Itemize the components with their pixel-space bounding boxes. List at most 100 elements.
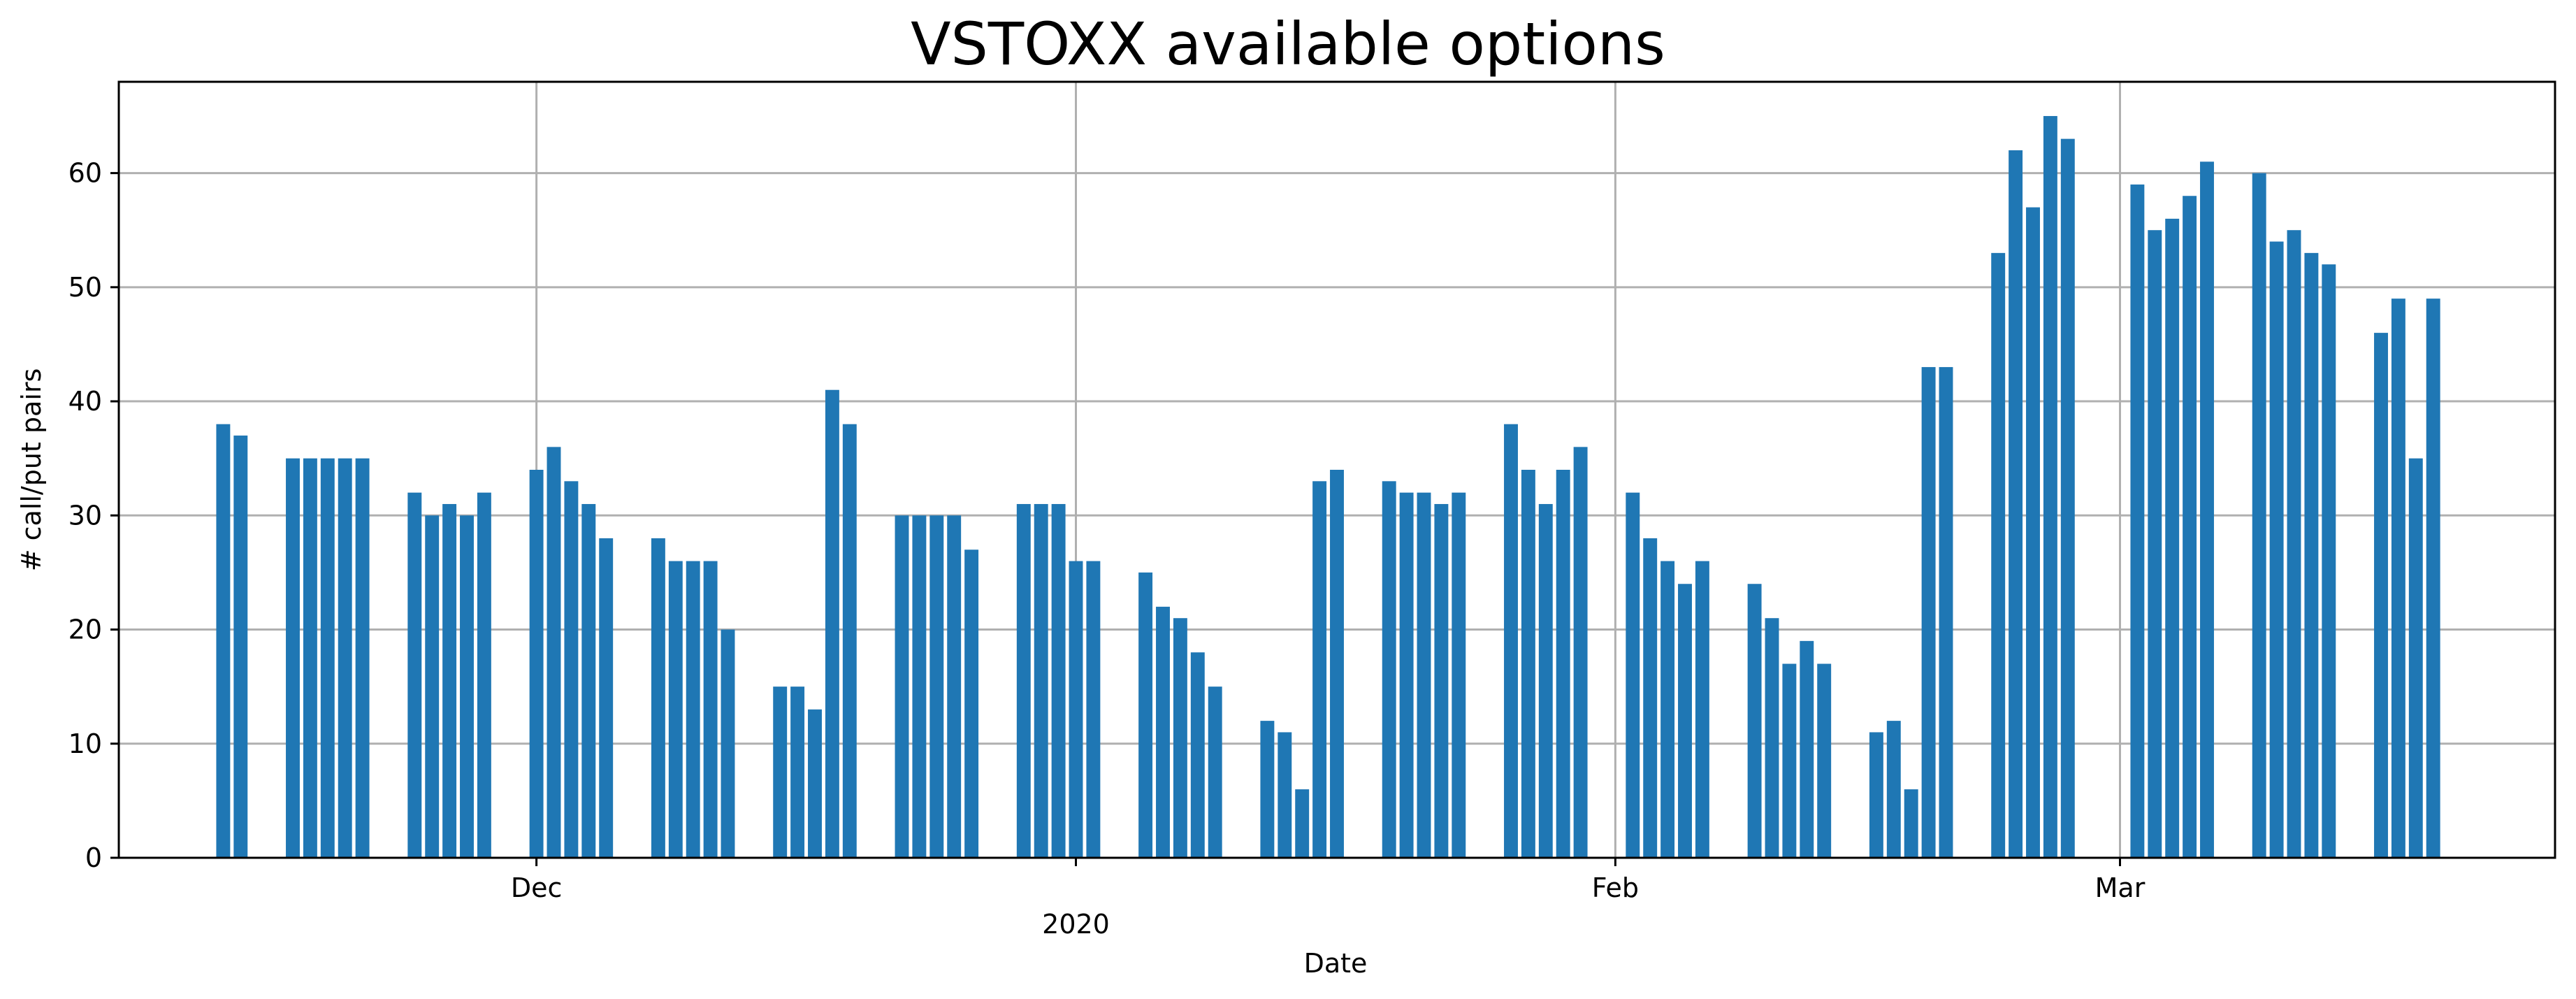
- x-axis-label: Date: [1304, 948, 1368, 979]
- plot-frame: [117, 80, 2556, 859]
- bar: [1869, 732, 1883, 858]
- bar: [1939, 367, 1953, 858]
- bar: [477, 492, 491, 858]
- x-tick-label: Mar: [2095, 872, 2146, 903]
- y-tick-label: 50: [68, 272, 102, 303]
- bar: [1538, 503, 1553, 858]
- bar: [599, 538, 614, 858]
- bar: [407, 492, 422, 858]
- bar: [1173, 618, 1187, 858]
- bar: [1626, 492, 1640, 858]
- bar: [1521, 470, 1535, 858]
- y-tick-label: 40: [68, 386, 102, 417]
- bar: [1643, 538, 1658, 858]
- bar: [2026, 207, 2040, 858]
- bar: [2304, 252, 2319, 858]
- bar: [2200, 161, 2214, 858]
- bar: [651, 538, 665, 858]
- bar: [1573, 447, 1588, 858]
- y-tick-label: 60: [68, 158, 102, 189]
- bar: [1138, 572, 1153, 858]
- bar: [355, 458, 370, 858]
- bar: [547, 447, 561, 858]
- bar: [1817, 663, 1832, 858]
- bar: [2183, 196, 2197, 858]
- bar: [1678, 584, 1692, 858]
- bar: [842, 424, 857, 858]
- bar: [1190, 652, 1205, 858]
- bar: [581, 503, 596, 858]
- bar: [773, 687, 788, 858]
- bar: [425, 515, 440, 858]
- bars: [216, 115, 2440, 858]
- bar: [2391, 299, 2405, 858]
- bar: [2408, 458, 2423, 858]
- bar: [1886, 721, 1901, 858]
- bar: [2009, 150, 2023, 858]
- bar: [2426, 299, 2440, 858]
- bar: [216, 424, 231, 858]
- bar: [1260, 721, 1275, 858]
- y-tick-label: 30: [68, 500, 102, 531]
- bar: [1330, 470, 1344, 858]
- bar: [964, 549, 979, 858]
- bar: [2322, 264, 2336, 858]
- bar: [686, 561, 700, 858]
- bar: [912, 515, 927, 858]
- bar: [1765, 618, 1779, 858]
- y-tick-label: 0: [85, 842, 102, 873]
- bar: [703, 561, 718, 858]
- bar: [2043, 115, 2057, 858]
- bar: [2374, 333, 2388, 858]
- bar: [2060, 138, 2075, 858]
- bar: [233, 436, 248, 858]
- chart-title: VSTOXX available options: [911, 10, 1665, 78]
- bar: [1086, 561, 1101, 858]
- bar: [721, 629, 735, 858]
- bar: [2148, 230, 2162, 858]
- x-tick-label: Feb: [1592, 872, 1639, 903]
- bar: [1208, 687, 1222, 858]
- bar: [1399, 492, 1414, 858]
- bar: [1904, 789, 1918, 858]
- bar: [895, 515, 909, 858]
- bar: [1434, 503, 1449, 858]
- x-tick-label-year: 2020: [1042, 909, 1110, 940]
- bar: [790, 687, 805, 858]
- bar: [338, 458, 352, 858]
- bar: [1556, 470, 1570, 858]
- bar: [1278, 732, 1292, 858]
- y-axis-label: # call/put pairs: [16, 368, 47, 572]
- bar: [320, 458, 335, 858]
- bar: [1382, 481, 1396, 858]
- bar: [460, 515, 474, 858]
- bar: [929, 515, 944, 858]
- bar: [825, 389, 839, 858]
- bar: [1452, 492, 1466, 858]
- bar: [2165, 218, 2180, 858]
- y-tick-label: 10: [68, 728, 102, 759]
- bar: [1504, 424, 1518, 858]
- bar: [1312, 481, 1327, 858]
- bar: [1034, 503, 1048, 858]
- bar: [1051, 503, 1066, 858]
- bar: [2252, 173, 2266, 858]
- bar: [303, 458, 317, 858]
- bar: [1660, 561, 1675, 858]
- bar: [668, 561, 683, 858]
- bar: [1800, 640, 1814, 858]
- bar: [2130, 184, 2145, 858]
- bar: [1921, 367, 1936, 858]
- bar: [564, 481, 579, 858]
- bar: [1782, 663, 1797, 858]
- bar: [286, 458, 300, 858]
- bar: [1991, 252, 2006, 858]
- bar: [442, 503, 457, 858]
- x-axis: Dec Feb Mar 2020: [511, 858, 2146, 940]
- bar: [1156, 606, 1170, 858]
- bar: [947, 515, 962, 858]
- y-tick-label: 20: [68, 615, 102, 645]
- bar: [1695, 561, 1709, 858]
- bar: [1295, 789, 1310, 858]
